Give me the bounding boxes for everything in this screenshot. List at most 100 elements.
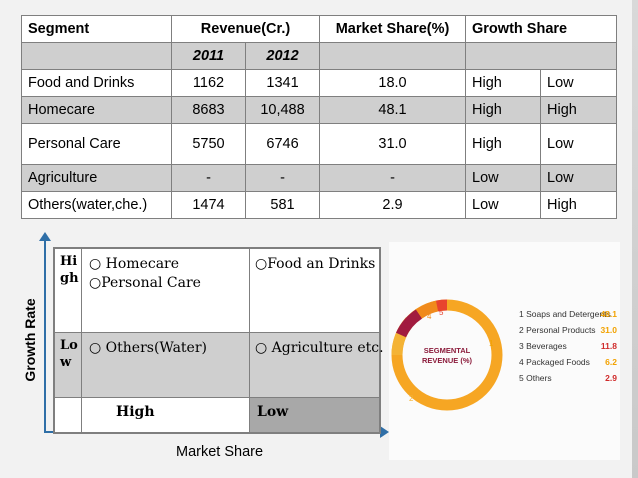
cell-2011: 1474 — [171, 191, 246, 219]
footer-high: High — [81, 397, 250, 433]
cell-gshare: Low — [540, 69, 618, 97]
donut-ring-packaged — [415, 300, 439, 319]
cell-2011: 8683 — [171, 96, 246, 124]
year-row-blank — [465, 42, 618, 70]
donut-title-line: SEGMENTAL — [423, 346, 471, 355]
year-row-blank — [21, 42, 172, 70]
low-row-label: Low — [54, 332, 82, 398]
footer-low: Low — [249, 397, 380, 433]
legend-value: 6.2 — [605, 357, 617, 367]
table-header-row: Segment Revenue(Cr.) Market Share(%) Gro… — [21, 15, 618, 43]
quadrant-high-low: ○ Homecare ○Personal Care — [81, 248, 250, 333]
quadrant-item: ○ Agriculture etc. — [255, 340, 384, 356]
table-row: Others(water,che.) 1474 581 2.9 Low High — [21, 191, 618, 219]
cell-growth: High — [465, 96, 542, 124]
segmental-revenue-donut: 1 2 3 4 5 SEGMENTAL REVENUE (%) 1 Soaps … — [389, 242, 620, 460]
legend-label: Packaged Foods — [526, 357, 590, 367]
legend-value: 48.1 — [600, 309, 617, 319]
legend-item: 2 Personal Products 31.0 — [519, 322, 617, 338]
ring-number: 5 — [439, 308, 444, 317]
quadrant-item: ○ Others(Water) — [89, 340, 207, 356]
legend-value: 31.0 — [600, 325, 617, 335]
cell-share: 48.1 — [319, 96, 467, 124]
cell-gshare: High — [540, 96, 618, 124]
revenue-table: Segment Revenue(Cr.) Market Share(%) Gro… — [21, 15, 618, 219]
cell-segment: Agriculture — [21, 164, 172, 192]
quadrant-low-low: ○ Others(Water) — [81, 332, 250, 398]
cell-2012: 1341 — [244, 69, 321, 97]
y-axis-line — [44, 236, 46, 432]
cell-segment: Others(water,che.) — [21, 191, 172, 219]
cell-2012: 10,488 — [244, 96, 321, 124]
table-year-row: 2011 2012 — [21, 42, 618, 70]
ring-number: 3 — [404, 321, 409, 330]
cell-growth: High — [465, 69, 542, 97]
header-growth-share: Growth Share — [465, 15, 618, 43]
cell-growth: High — [465, 123, 542, 165]
legend-item: 4 Packaged Foods 6.2 — [519, 354, 617, 370]
table-row: Food and Drinks 1162 1341 18.0 High Low — [21, 69, 618, 97]
cell-2011: 1162 — [171, 69, 246, 97]
year-2011: 2011 — [171, 42, 246, 70]
quadrant-item: ○Food an Drinks — [255, 256, 376, 272]
legend-num: 5 — [519, 373, 524, 383]
cell-growth: Low — [465, 164, 542, 192]
high-row-label: High — [54, 248, 82, 333]
legend-num: 1 — [519, 309, 524, 319]
legend-value: 2.9 — [605, 373, 617, 383]
legend-value: 11.8 — [600, 341, 617, 351]
table-row: Agriculture - - - Low Low — [21, 164, 618, 192]
ring-number: 2 — [409, 394, 414, 403]
year-row-blank — [319, 42, 467, 70]
legend-num: 3 — [519, 341, 524, 351]
x-axis-label: Market Share — [176, 444, 264, 460]
cell-2012: 6746 — [244, 123, 321, 165]
x-axis-arrow-icon — [380, 426, 389, 438]
header-segment: Segment — [21, 15, 172, 43]
donut-ring-beverages — [395, 309, 423, 338]
donut-legend: 1 Soaps and Detergents 48.1 2 Personal P… — [519, 306, 617, 386]
table-row: Personal Care 5750 6746 31.0 High Low — [21, 123, 618, 165]
legend-label: Personal Products — [526, 325, 596, 335]
header-revenue: Revenue(Cr.) — [170, 15, 321, 43]
y-axis-label: Growth Rate — [22, 298, 38, 382]
corner-cell — [54, 397, 82, 433]
donut-center-title: SEGMENTAL REVENUE (%) — [412, 346, 482, 366]
cell-growth: Low — [465, 191, 542, 219]
legend-num: 2 — [519, 325, 524, 335]
legend-label: Soaps and Detergents — [526, 309, 611, 319]
ring-number: 1 — [489, 339, 494, 348]
quadrant-item: ○ Homecare — [89, 256, 180, 272]
cell-segment: Homecare — [21, 96, 172, 124]
legend-item: 1 Soaps and Detergents 48.1 — [519, 306, 617, 322]
header-market-share: Market Share(%) — [319, 15, 467, 43]
legend-num: 4 — [519, 357, 524, 367]
quadrant-high-high: ○Food an Drinks — [249, 248, 380, 333]
y-axis-arrow-icon — [39, 232, 51, 241]
cell-2012: - — [244, 164, 321, 192]
cell-share: - — [319, 164, 467, 192]
year-2012: 2012 — [244, 42, 321, 70]
cell-2011: - — [171, 164, 246, 192]
quadrant-item: ○Personal Care — [89, 275, 201, 291]
donut-ring-others — [435, 299, 448, 312]
cell-gshare: Low — [540, 164, 618, 192]
cell-gshare: High — [540, 191, 618, 219]
cell-share: 2.9 — [319, 191, 467, 219]
table-row: Homecare 8683 10,488 48.1 High High — [21, 96, 618, 124]
slide-edge-decoration — [632, 0, 638, 478]
legend-item: 3 Beverages 11.8 — [519, 338, 617, 354]
cell-segment: Food and Drinks — [21, 69, 172, 97]
cell-2011: 5750 — [171, 123, 246, 165]
cell-share: 18.0 — [319, 69, 467, 97]
legend-label: Others — [526, 373, 552, 383]
cell-gshare: Low — [540, 123, 618, 165]
quadrant-low-high: ○ Agriculture etc. — [249, 332, 384, 398]
cell-share: 31.0 — [319, 123, 467, 165]
legend-label: Beverages — [526, 341, 567, 351]
cell-2012: 581 — [244, 191, 321, 219]
bcg-matrix: High ○ Homecare ○Personal Care ○Food an … — [53, 247, 384, 434]
donut-chart: 1 2 3 4 5 — [391, 299, 503, 411]
ring-number: 4 — [427, 312, 432, 321]
legend-item: 5 Others 2.9 — [519, 370, 617, 386]
